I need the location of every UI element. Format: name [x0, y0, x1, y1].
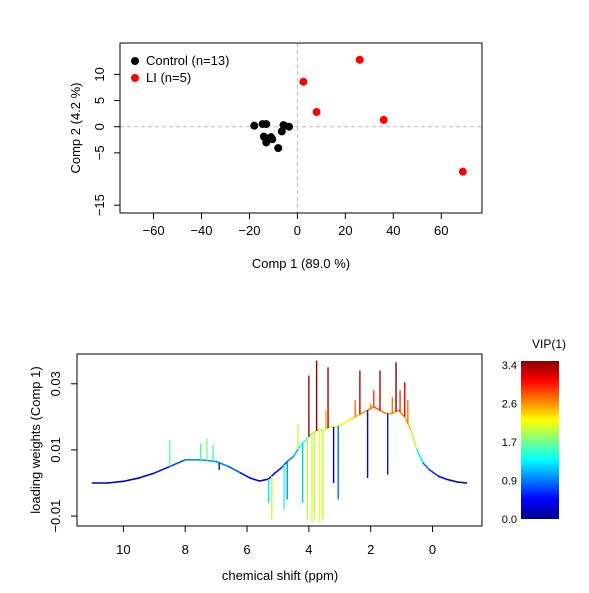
loading-y-tick-label: 0.01	[48, 437, 63, 462]
score-point-li-3	[355, 55, 364, 64]
legend-li-label: LI (n=5)	[146, 70, 191, 85]
loading-profile-segment	[240, 472, 251, 479]
loading-y-axis-label: loading weights (Comp 1)	[28, 366, 43, 513]
score-plot-frame	[119, 42, 483, 214]
colorbar-tick-label: 2.6	[502, 399, 517, 411]
colorbar-tick-label: 0.9	[502, 476, 517, 488]
score-y-tick-label: 0	[92, 123, 107, 130]
score-point-control-9	[274, 144, 283, 153]
score-x-tick-label: 40	[386, 223, 400, 238]
score-x-tick-label: −60	[143, 223, 165, 238]
legend-control-marker	[131, 57, 139, 65]
loading-profile-segment	[342, 419, 350, 425]
loading-profile-segment	[323, 425, 332, 431]
score-y-axis: −15 −5 0 5 10	[92, 67, 121, 216]
score-y-tick-label: 10	[92, 67, 107, 81]
loading-profile-segment	[416, 449, 425, 464]
score-x-axis-label: Comp 1 (89.0 %)	[252, 256, 350, 271]
loading-profile-segment	[249, 477, 261, 482]
score-y-axis-label: Comp 2 (4.2 %)	[68, 82, 83, 173]
loading-y-axis: −0.01 0.01 0.03	[48, 371, 78, 533]
colorbar-title: VIP(1)	[532, 337, 566, 351]
score-x-axis: −60 −40 −20 0 20 40 60	[143, 212, 448, 238]
loading-profile-segment	[447, 478, 459, 483]
loading-profile-segment	[274, 467, 282, 474]
loading-x-tick-label: 8	[182, 542, 189, 557]
loading-x-tick-label: 0	[429, 542, 436, 557]
loading-y-tick-label: 0.03	[48, 371, 63, 396]
legend-control-label: Control (n=13)	[146, 53, 229, 68]
loading-profile-segment	[437, 475, 449, 481]
loading-profile-segment	[360, 409, 369, 415]
loading-x-tick-label: 2	[367, 542, 374, 557]
score-points	[250, 55, 467, 176]
score-point-li-4	[379, 115, 388, 124]
score-plot: −60 −40 −20 0 20 40 60 −15 −5 0 5 10 Comp 1 (89.0 …	[68, 42, 483, 271]
score-legend: Control (n=13) LI (n=5)	[131, 53, 229, 85]
loading-profile-segment	[258, 478, 270, 482]
colorbar-gradient	[521, 361, 559, 519]
score-y-tick-label: 5	[92, 97, 107, 104]
loading-profile-segment	[227, 465, 242, 474]
score-y-tick-label: −15	[92, 194, 107, 216]
score-point-li-5	[458, 167, 467, 176]
loading-y-tick-label: −0.01	[48, 500, 63, 533]
loading-profile-segment	[122, 477, 140, 483]
loading-profile-segment	[199, 459, 217, 463]
score-point-control-8	[268, 135, 277, 144]
loading-profile-segment	[215, 460, 230, 468]
loading-profile-segment	[410, 429, 418, 451]
loading-profile-segment	[428, 468, 440, 478]
colorbar-tick-label: 3.4	[502, 360, 517, 372]
loading-x-axis-label: chemical shift (ppm)	[222, 568, 338, 583]
loading-plot-frame	[76, 353, 483, 527]
colorbar-ticks: 3.4 2.6 1.7 0.9 0.0	[502, 360, 517, 526]
loading-profile-segment	[153, 465, 171, 474]
score-y-tick-label: −5	[92, 145, 107, 160]
colorbar-tick-label: 1.7	[502, 437, 517, 449]
loading-profile-segment	[348, 416, 357, 421]
loading-x-tick-label: 4	[305, 542, 312, 557]
score-zero-lines	[120, 43, 482, 213]
colorbar-tick-label: 0.0	[502, 514, 517, 526]
score-x-tick-label: 20	[338, 223, 352, 238]
loading-plot: 10 8 6 4 2 0 −0.01 0.01 0.03 chemical shift (pp…	[28, 337, 566, 583]
loading-profile-segment	[168, 459, 187, 468]
loading-x-axis: 10 8 6 4 2 0	[116, 525, 436, 557]
loading-profile-segment	[379, 409, 387, 415]
vip-colorbar: VIP(1) 3.4 2.6 1.7 0.9 0.0	[502, 337, 566, 526]
loading-profile-segment	[286, 455, 295, 463]
loading-profile-segment	[422, 462, 431, 471]
score-point-control-1	[250, 121, 259, 130]
score-x-tick-label: −40	[190, 223, 212, 238]
loading-profile-segment	[391, 409, 400, 415]
loading-spikes	[169, 360, 409, 523]
loading-profile-segment	[107, 480, 125, 484]
score-point-control-6	[262, 138, 271, 147]
loading-profile-segment	[456, 481, 468, 484]
score-point-control-3	[262, 120, 271, 129]
loading-profile-segment	[138, 472, 156, 479]
loading-profile	[91, 406, 468, 484]
legend-li-marker	[131, 74, 139, 82]
score-point-li-1	[299, 77, 308, 86]
loading-profile-segment	[372, 406, 381, 412]
loading-x-tick-label: 6	[243, 542, 250, 557]
score-point-control-13	[285, 122, 294, 131]
loading-x-tick-label: 10	[116, 542, 130, 557]
score-x-tick-label: 60	[434, 223, 448, 238]
score-x-tick-label: 0	[294, 223, 301, 238]
score-x-tick-label: −20	[238, 223, 260, 238]
score-point-li-2	[312, 108, 321, 117]
